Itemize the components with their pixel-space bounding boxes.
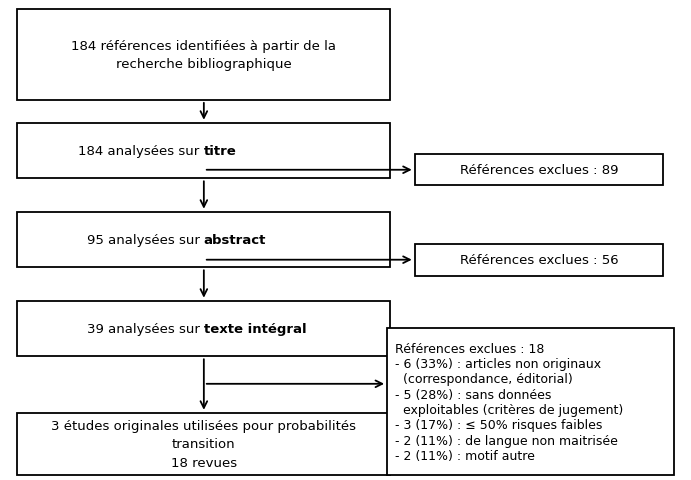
- Text: abstract: abstract: [204, 233, 266, 247]
- FancyBboxPatch shape: [17, 123, 390, 179]
- Text: transition: transition: [172, 437, 236, 451]
- Text: - 5 (28%) : sans données: - 5 (28%) : sans données: [395, 388, 551, 401]
- FancyBboxPatch shape: [415, 245, 663, 276]
- Text: - 2 (11%) : de langue non maitrisée: - 2 (11%) : de langue non maitrisée: [395, 434, 618, 447]
- FancyBboxPatch shape: [17, 212, 390, 268]
- FancyBboxPatch shape: [17, 413, 390, 475]
- Text: - 3 (17%) : ≤ 50% risques faibles: - 3 (17%) : ≤ 50% risques faibles: [395, 419, 603, 432]
- Text: titre: titre: [204, 144, 236, 158]
- Text: Références exclues : 56: Références exclues : 56: [460, 254, 618, 267]
- Text: recherche bibliographique: recherche bibliographique: [116, 58, 292, 71]
- Text: 95 analysées sur: 95 analysées sur: [86, 233, 204, 247]
- Text: - 6 (33%) : articles non originaux: - 6 (33%) : articles non originaux: [395, 357, 601, 370]
- Text: - 2 (11%) : motif autre: - 2 (11%) : motif autre: [395, 449, 535, 462]
- Text: 3 études originales utilisées pour probabilités: 3 études originales utilisées pour proba…: [51, 419, 357, 432]
- Text: exploitables (critères de jugement): exploitables (critères de jugement): [395, 403, 623, 416]
- Text: texte intégral: texte intégral: [204, 322, 307, 336]
- Text: Références exclues : 89: Références exclues : 89: [460, 164, 618, 177]
- Text: (correspondance, éditorial): (correspondance, éditorial): [395, 372, 573, 385]
- Text: 18 revues: 18 revues: [171, 456, 237, 469]
- Text: 184 références identifiées à partir de la: 184 références identifiées à partir de l…: [71, 39, 337, 53]
- FancyBboxPatch shape: [415, 155, 663, 186]
- Text: 184 analysées sur: 184 analysées sur: [78, 144, 204, 158]
- FancyBboxPatch shape: [17, 10, 390, 101]
- Text: Références exclues : 18: Références exclues : 18: [395, 342, 545, 355]
- FancyBboxPatch shape: [17, 301, 390, 356]
- FancyBboxPatch shape: [387, 329, 674, 475]
- Text: 39 analysées sur: 39 analysées sur: [86, 322, 204, 336]
